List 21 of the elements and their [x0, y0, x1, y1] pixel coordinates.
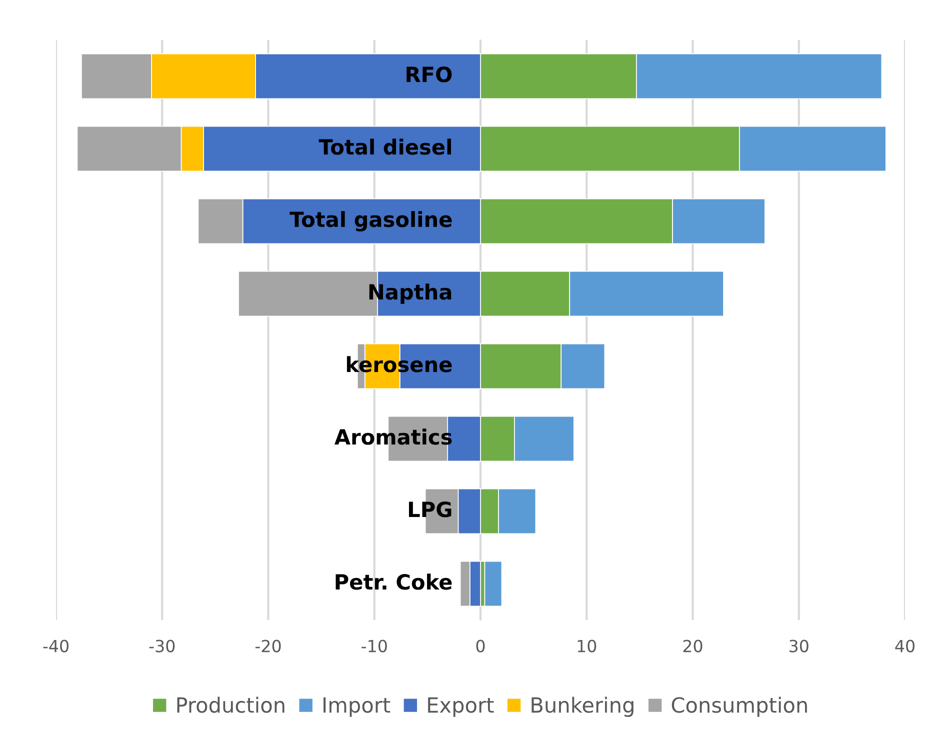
y-tick-label: Total diesel — [318, 138, 451, 155]
x-tick-label: 10 — [578, 640, 596, 652]
legend-label: Production — [177, 696, 284, 713]
y-tick-label: Total gasoline — [290, 211, 452, 232]
legend-label: Import — [324, 697, 390, 717]
y-tick-label: RFO — [406, 66, 452, 82]
legend-label: Bunkering — [532, 696, 634, 717]
bar — [484, 560, 502, 607]
x-tick-label: -30 — [149, 640, 175, 652]
legend-label: Export — [428, 697, 494, 717]
x-tick-label: 30 — [790, 640, 808, 652]
y-tick-label: LPG — [408, 502, 452, 518]
x-tick-label: 40 — [895, 640, 914, 652]
x-tick-label: 20 — [683, 640, 702, 652]
y-tick-label: Petr. Coke — [336, 574, 452, 590]
x-tick-label: -40 — [43, 640, 69, 652]
x-tick-label: -20 — [255, 640, 281, 652]
x-tick-label: 0 — [476, 640, 485, 652]
x-tick-label: -10 — [362, 640, 387, 652]
legend-label: Consumption — [672, 696, 807, 717]
y-tick-label: Aromatics — [334, 428, 452, 445]
